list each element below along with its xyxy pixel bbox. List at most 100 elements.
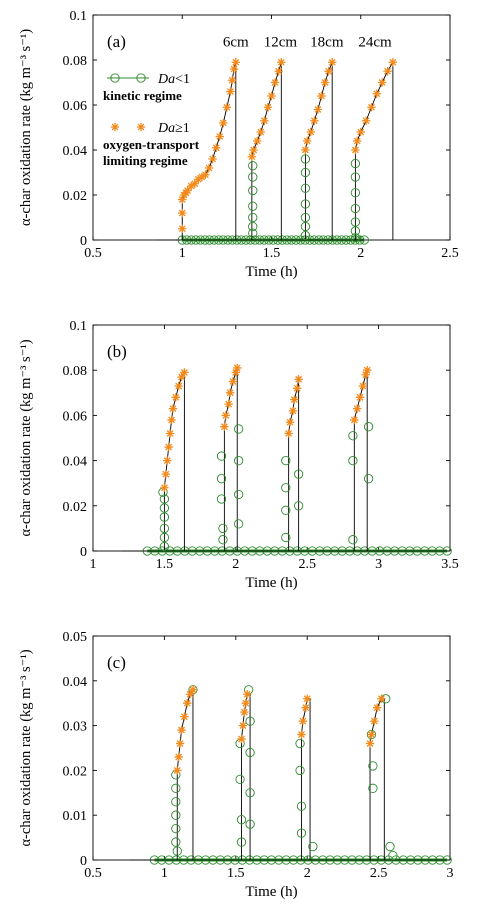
x-tick-label: 2 — [304, 866, 311, 881]
kinetic-point — [159, 503, 170, 513]
transport-point — [288, 406, 298, 416]
peak-group-2 — [247, 58, 286, 240]
transport-point — [180, 368, 189, 377]
x-tick-label: 2.5 — [441, 246, 459, 261]
y-axis-label: α-char oxidation rate (kg m⁻³ s⁻¹) — [18, 339, 34, 536]
x-tick-label: 1 — [161, 866, 168, 881]
chart-panel-2: 1 1.5 2 2.5 3 3.5 0 0.02 0.04 0.06 0.08 0.1 Time (h)… — [18, 319, 459, 591]
transport-point — [306, 127, 315, 137]
x-tick-label: 3 — [375, 557, 382, 572]
transport-point — [221, 411, 230, 420]
transport-point — [228, 377, 238, 386]
transport-point — [197, 172, 207, 182]
y-tick-label: 0.02 — [63, 189, 88, 204]
x-tick-label: 2 — [232, 557, 239, 572]
transport-point — [290, 395, 299, 404]
kinetic-point — [300, 199, 311, 209]
trace-line — [288, 379, 300, 551]
peak-group-1 — [178, 58, 240, 240]
kinetic-point — [350, 172, 361, 182]
transport-point — [247, 152, 257, 161]
y-tick-label: 0.04 — [63, 675, 88, 690]
transport-point — [365, 739, 375, 748]
kinetic-point — [159, 494, 170, 504]
y-tick-label: 0.05 — [63, 630, 88, 645]
kinetic-point — [295, 765, 305, 776]
panel-label: (c) — [107, 653, 126, 672]
transport-point — [324, 67, 333, 76]
y-tick-label: 0.03 — [63, 720, 88, 735]
legend-kinetic-marker — [136, 73, 146, 83]
kinetic-point — [350, 188, 361, 198]
kinetic-point — [350, 226, 361, 236]
x-axis-label: Time (h) — [245, 884, 297, 900]
y-tick-label: 0.02 — [63, 764, 88, 779]
distance-annotation: 24cm — [358, 35, 392, 51]
transport-point — [277, 58, 286, 67]
transport-point — [355, 393, 365, 402]
kinetic-point — [172, 846, 182, 856]
transport-point — [233, 363, 242, 373]
kinetic-point — [300, 167, 311, 178]
kinetic-point — [159, 512, 170, 522]
transport-point — [317, 91, 326, 101]
kinetic-point — [171, 783, 181, 793]
transport-point — [231, 368, 240, 377]
x-tick-label: 0.5 — [84, 866, 102, 881]
kinetic-point — [248, 228, 258, 238]
transport-point — [228, 76, 237, 85]
transport-point — [178, 195, 187, 204]
y-tick-label: 0 — [80, 854, 87, 869]
kinetic-point — [348, 535, 358, 545]
transport-point — [297, 730, 306, 739]
kinetic-point — [368, 761, 378, 771]
kinetic-point — [388, 850, 398, 861]
kinetic-point — [235, 774, 245, 785]
transport-point — [352, 136, 362, 146]
trace-line — [241, 693, 251, 860]
trace-line — [354, 60, 394, 240]
kinetic-point — [171, 837, 181, 847]
legend-label-rest: <1 — [175, 72, 190, 87]
y-axis-label: α-char oxidation rate (kg m⁻³ s⁻¹) — [18, 29, 34, 226]
x-axis-label: Time (h) — [245, 264, 297, 280]
x-tick-label: 1.5 — [227, 866, 245, 881]
transport-point — [180, 712, 189, 721]
y-tick-label: 0 — [80, 545, 87, 560]
transport-point — [301, 145, 310, 155]
kinetic-point — [171, 823, 181, 834]
transport-point — [222, 103, 232, 112]
transport-point — [301, 703, 310, 712]
transport-point — [284, 429, 293, 438]
kinetic-point — [248, 161, 258, 171]
transport-point — [224, 399, 233, 409]
x-tick-label: 0.5 — [84, 246, 102, 261]
kinetic-point — [293, 469, 304, 479]
kinetic-point — [159, 532, 170, 543]
peak-group-4 — [365, 694, 398, 861]
kinetic-point — [234, 519, 244, 529]
kinetic-point — [281, 505, 291, 515]
kinetic-point — [218, 523, 228, 534]
transport-point — [372, 703, 382, 712]
transport-point — [303, 136, 312, 146]
transport-point — [367, 103, 376, 112]
transport-point — [229, 64, 239, 74]
peak-group-2 — [235, 685, 255, 860]
kinetic-point — [308, 841, 318, 852]
transport-point — [204, 163, 214, 173]
transport-point — [174, 752, 183, 762]
transport-point — [362, 366, 372, 375]
transport-point — [225, 388, 235, 397]
kinetic-point — [300, 183, 311, 193]
kinetic-point — [296, 801, 307, 811]
kinetic-point — [248, 172, 258, 182]
transport-point — [175, 739, 185, 748]
legend-label-italic: Da — [157, 72, 175, 87]
distance-annotation: 6cm — [223, 35, 249, 51]
peak-group-3 — [295, 694, 318, 860]
trace-line — [223, 367, 238, 551]
transport-point — [327, 58, 337, 67]
transport-point — [267, 91, 276, 101]
